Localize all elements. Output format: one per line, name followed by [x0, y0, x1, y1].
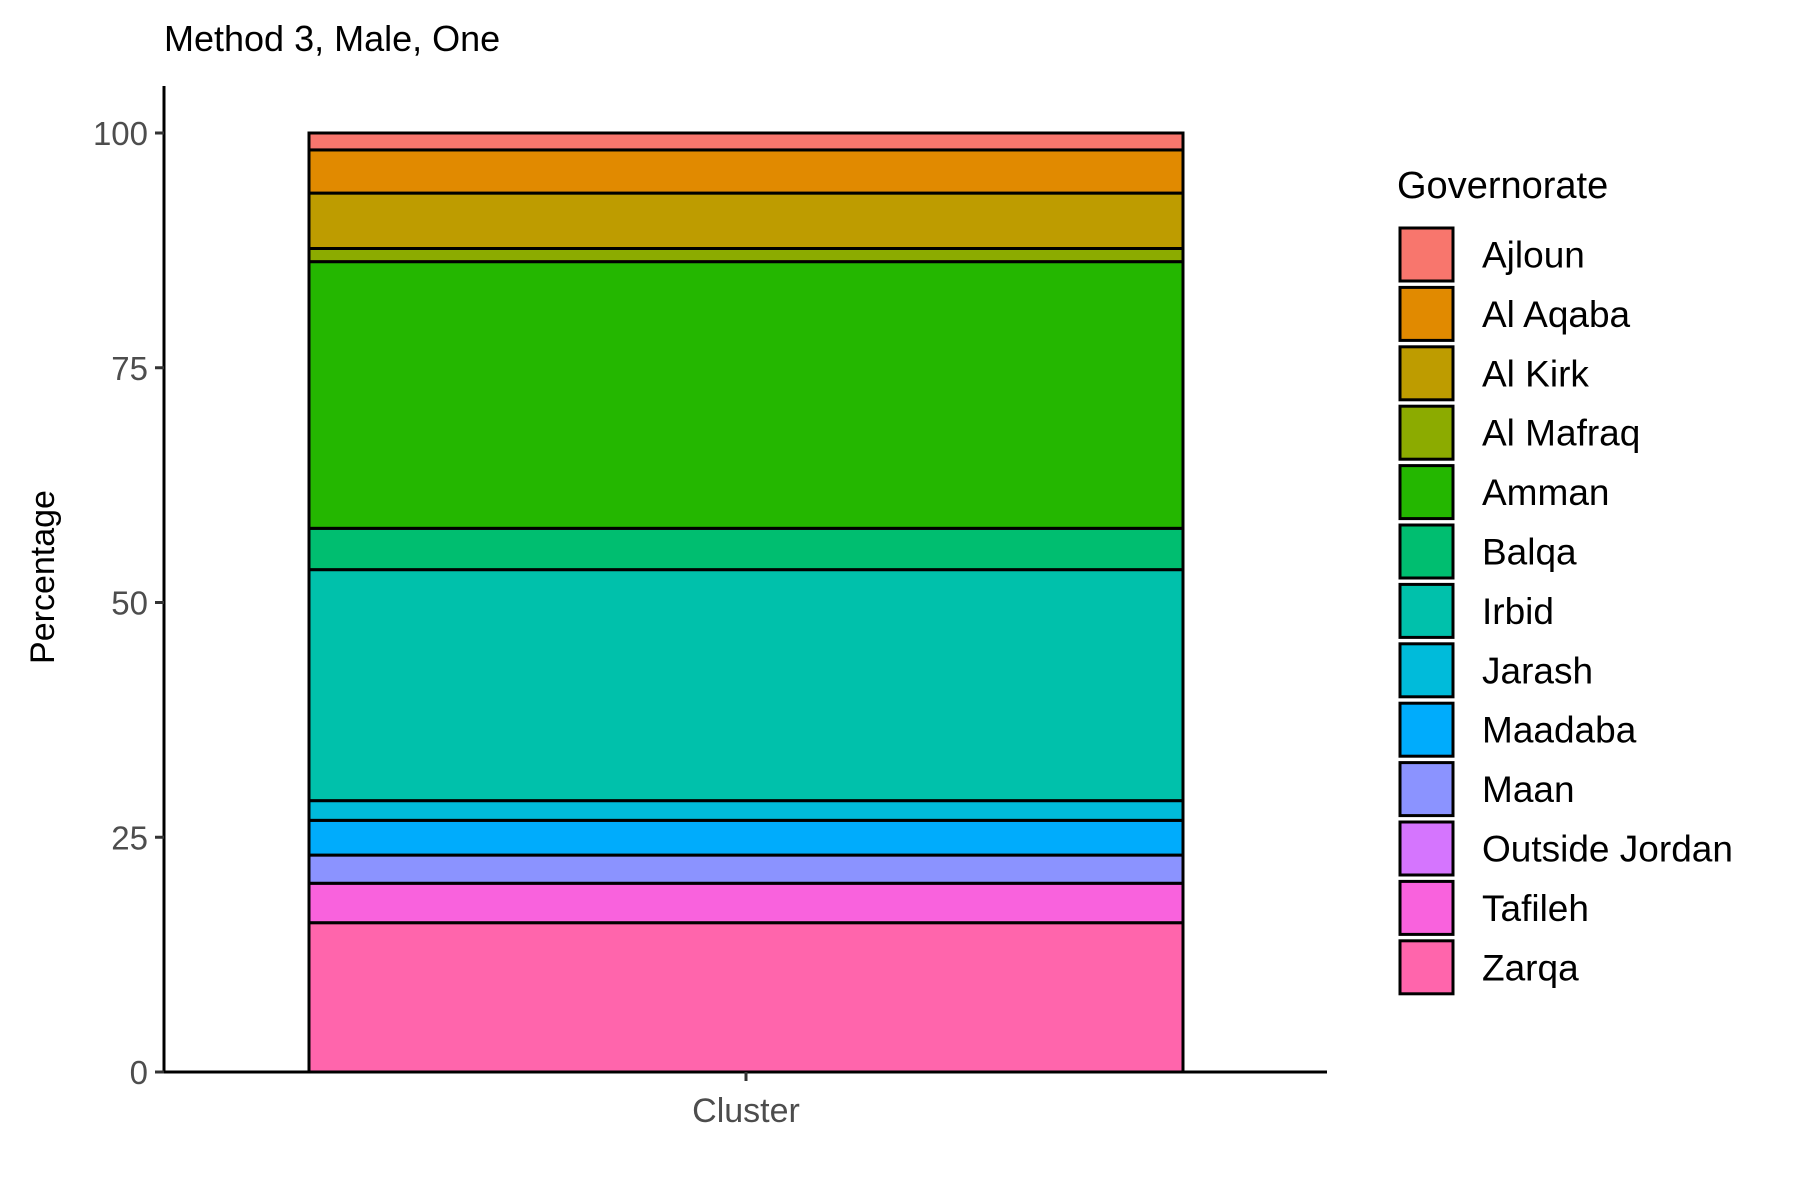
legend-label-zarqa: Zarqa	[1482, 947, 1579, 988]
legend-key-ajloun	[1398, 226, 1455, 283]
legend-key-outside-jordan	[1398, 820, 1455, 877]
legend-key-tafileh	[1398, 879, 1455, 936]
y-axis-label: Percentage	[24, 490, 62, 664]
legend-key-amman	[1398, 464, 1455, 521]
legend-key-irbid	[1398, 582, 1455, 639]
legend-label-al-kirk: Al Kirk	[1482, 353, 1589, 394]
legend-label-tafileh: Tafileh	[1482, 888, 1589, 929]
legend-label-irbid: Irbid	[1482, 591, 1554, 632]
legend-label-al-aqaba: Al Aqaba	[1482, 294, 1631, 335]
bar-segment-al-kirk	[307, 191, 1185, 250]
legend-label-jarash: Jarash	[1482, 650, 1593, 691]
bar-segment-al-aqaba	[307, 148, 1185, 195]
legend-key-zarqa	[1398, 939, 1455, 996]
legend-label-outside-jordan: Outside Jordan	[1482, 829, 1733, 870]
bar-segment-amman	[307, 260, 1185, 530]
bar-segment-maadaba	[307, 818, 1185, 857]
y-tick-label: 75	[111, 350, 148, 387]
legend-key-jarash	[1398, 642, 1455, 699]
bar-segment-maan	[307, 853, 1185, 885]
x-tick-label: Cluster	[692, 1092, 800, 1130]
chart-title: Method 3, Male, One	[164, 18, 500, 59]
legend-key-al-kirk	[1398, 345, 1455, 402]
legend-label-balqa: Balqa	[1482, 532, 1577, 573]
legend-key-balqa	[1398, 523, 1455, 580]
legend-label-maan: Maan	[1482, 769, 1575, 810]
bar-stack	[307, 131, 1185, 1074]
y-tick-label: 100	[93, 115, 148, 152]
bar-segment-jarash	[307, 799, 1185, 822]
y-axis: 0 25 50 75 100	[93, 86, 1327, 1091]
legend-label-maadaba: Maadaba	[1482, 710, 1637, 751]
bar-segment-balqa	[307, 526, 1185, 572]
bar-segment-ajloun	[307, 131, 1185, 152]
y-tick-label: 25	[111, 819, 148, 856]
legend-key-al-aqaba	[1398, 285, 1455, 342]
legend-title: Governorate	[1397, 165, 1608, 207]
y-tick-label: 50	[111, 585, 148, 622]
y-tick-label: 0	[130, 1054, 148, 1091]
bar-segment-irbid	[307, 568, 1185, 803]
bar-segment-al-mafraq	[307, 246, 1185, 264]
legend-key-maan	[1398, 761, 1455, 818]
legend-label-ajloun: Ajloun	[1482, 235, 1585, 276]
legend-label-amman: Amman	[1482, 472, 1609, 513]
legend: Governorate Ajloun Al Aqaba Al Kirk Al Mafr…	[1397, 165, 1733, 996]
bar-segment-tafileh	[307, 881, 1185, 925]
bar-segment-zarqa	[307, 921, 1185, 1074]
legend-label-al-mafraq: Al Mafraq	[1482, 413, 1640, 454]
legend-key-al-mafraq	[1398, 404, 1455, 461]
legend-key-maadaba	[1398, 701, 1455, 758]
